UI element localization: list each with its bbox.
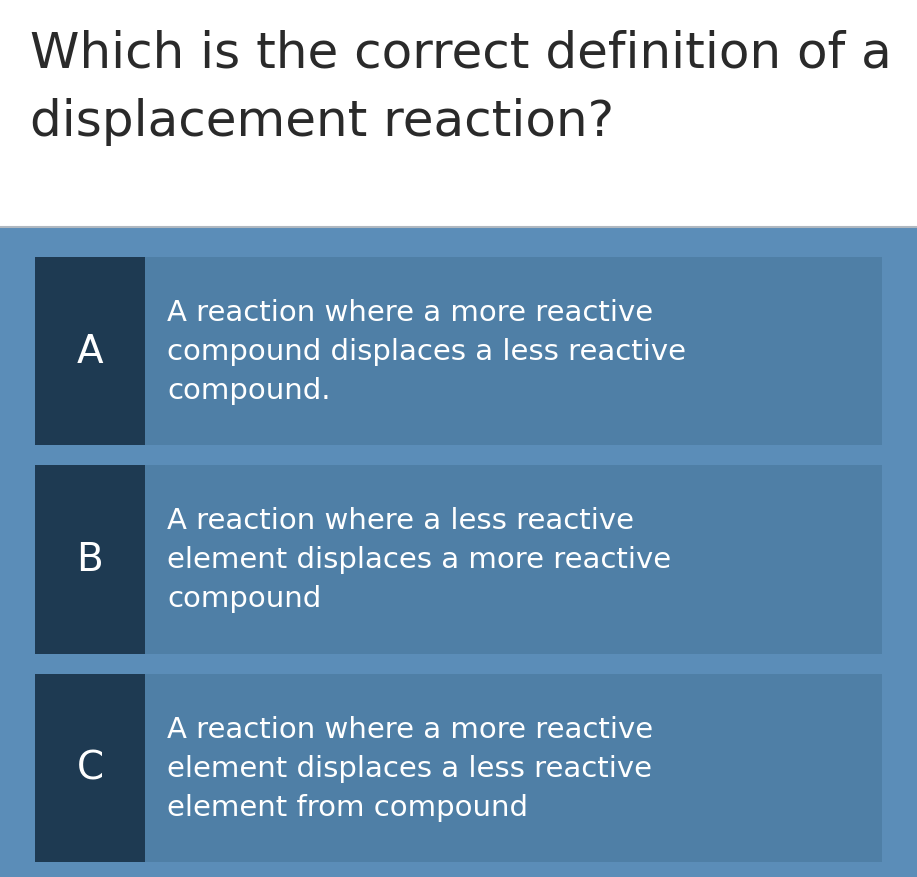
- Bar: [0, 0, 917, 228]
- Text: A reaction where a more reactive
element displaces a less reactive
element from : A reaction where a more reactive element…: [167, 715, 653, 821]
- Text: A reaction where a more reactive
compound displaces a less reactive
compound.: A reaction where a more reactive compoun…: [167, 299, 686, 404]
- Text: B: B: [77, 541, 104, 579]
- Text: Which is the correct definition of a: Which is the correct definition of a: [30, 30, 891, 78]
- Text: A reaction where a less reactive
element displaces a more reactive
compound: A reaction where a less reactive element…: [167, 507, 671, 613]
- Bar: [35, 674, 882, 862]
- Bar: [35, 674, 145, 862]
- Bar: [0, 228, 917, 877]
- Bar: [35, 466, 145, 654]
- Text: A: A: [77, 332, 104, 371]
- Bar: [35, 466, 882, 654]
- Bar: [35, 258, 882, 446]
- Text: C: C: [76, 749, 104, 787]
- Text: displacement reaction?: displacement reaction?: [30, 98, 614, 146]
- Bar: [35, 258, 145, 446]
